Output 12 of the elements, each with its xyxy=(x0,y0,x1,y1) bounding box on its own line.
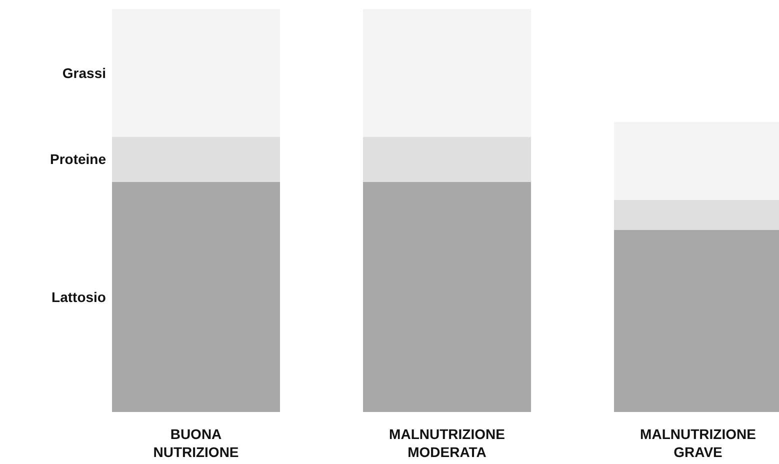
bar xyxy=(112,182,280,412)
series-label: Proteine xyxy=(50,151,106,168)
bar xyxy=(363,136,531,182)
bar xyxy=(112,136,280,182)
bar xyxy=(112,9,280,137)
x-tick-label: BUONA NUTRIZIONE xyxy=(153,426,239,460)
series-label: Grassi xyxy=(62,64,106,81)
x-tick-label: MALNUTRIZIONE MODERATA xyxy=(389,426,505,460)
bar xyxy=(363,182,531,412)
x-tick-label: MALNUTRIZIONE GRAVE xyxy=(640,426,756,460)
bar xyxy=(363,9,531,137)
series-label: Lattosio xyxy=(52,288,106,305)
